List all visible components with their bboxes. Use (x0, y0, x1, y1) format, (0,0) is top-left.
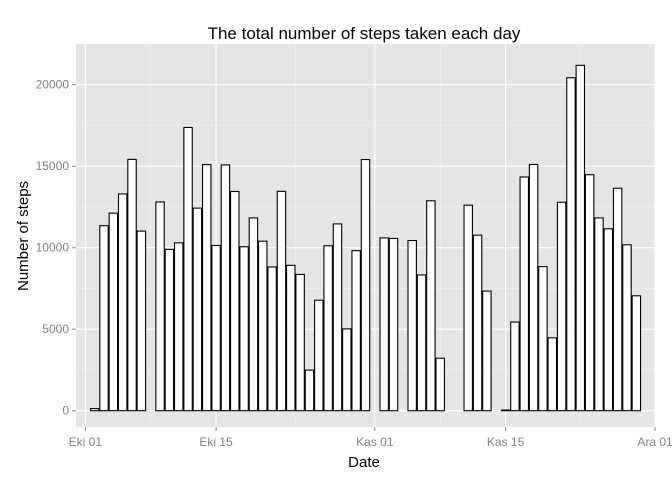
bar (230, 190, 240, 412)
bar (267, 266, 277, 412)
bar (211, 244, 221, 412)
bar (538, 266, 548, 412)
bar (500, 409, 511, 412)
bar (258, 240, 268, 412)
bar (575, 64, 586, 412)
bar (304, 369, 315, 412)
bar (351, 250, 361, 412)
x-tick-label: Kas 01 (356, 435, 394, 449)
bar (323, 245, 333, 412)
x-axis-ticks: Eki 01 Eki 15 Kas 01 Kas 15 Ara 01 (69, 427, 672, 449)
bar (547, 337, 558, 412)
bar (332, 223, 343, 412)
bar (360, 159, 371, 412)
y-tick-label: 10000 (36, 241, 70, 255)
y-tick-label: 5000 (42, 322, 69, 336)
bar (482, 290, 492, 412)
y-tick-label: 0 (62, 404, 69, 418)
y-axis-ticks: 0 5000 10000 15000 20000 (36, 78, 76, 418)
x-axis-title: Date (348, 454, 380, 471)
bar (416, 274, 427, 412)
bar (127, 158, 137, 412)
y-tick-label: 15000 (36, 159, 70, 173)
bar (136, 230, 147, 412)
bar (556, 201, 567, 412)
bar (622, 244, 632, 412)
bar (435, 357, 445, 412)
bar (388, 237, 399, 412)
bar (584, 174, 595, 412)
bar (594, 217, 604, 412)
bar (220, 164, 231, 412)
x-tick-label: Ara 01 (637, 435, 672, 449)
bar (276, 190, 287, 412)
bar (612, 187, 623, 412)
bar (155, 201, 165, 412)
bar (286, 264, 296, 412)
bar (407, 240, 417, 412)
chart-title: The total number of steps taken each day (208, 24, 521, 43)
bar (472, 234, 483, 412)
bar (108, 212, 119, 412)
bar (631, 295, 642, 412)
y-axis-title: Number of steps (15, 181, 32, 291)
y-tick-label: 20000 (36, 78, 70, 92)
bar (89, 408, 100, 412)
bar (117, 193, 128, 412)
bar (528, 163, 539, 412)
x-tick-label: Eki 15 (199, 435, 233, 449)
bar (510, 321, 520, 412)
bars (89, 64, 642, 412)
bar (379, 237, 389, 412)
bar (248, 217, 259, 412)
bar (164, 248, 175, 412)
bar (519, 176, 530, 412)
bar (342, 328, 352, 412)
bar (463, 204, 473, 412)
bar (314, 299, 324, 412)
bar (239, 246, 249, 412)
bar (603, 228, 614, 412)
bar (99, 225, 109, 412)
bar (566, 77, 576, 412)
bar (295, 273, 305, 412)
x-tick-label: Eki 01 (69, 435, 103, 449)
bar (192, 207, 203, 412)
bar (201, 164, 212, 412)
bar (183, 126, 193, 412)
bar (426, 200, 436, 412)
bar (173, 242, 184, 412)
x-tick-label: Kas 15 (487, 435, 525, 449)
